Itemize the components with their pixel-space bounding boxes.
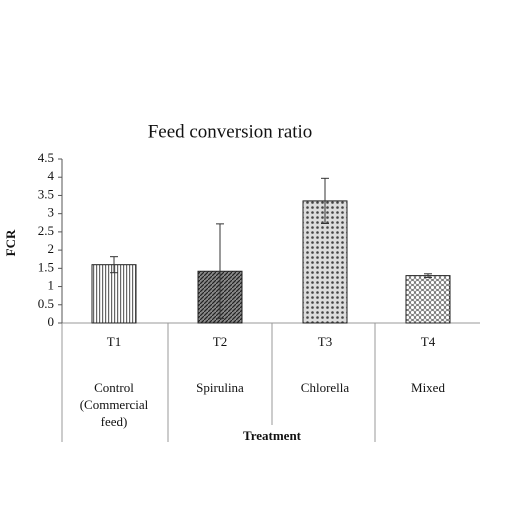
x-tick-label: T4 <box>421 334 436 349</box>
x-axis-label: Treatment <box>243 428 302 443</box>
error-bar <box>110 256 118 274</box>
y-tick-label: 0.5 <box>38 296 54 311</box>
y-tick-label: 4.5 <box>38 150 54 165</box>
category-group-label: Control (Commercial feed) <box>79 380 149 429</box>
bar <box>405 275 451 324</box>
y-tick-label: 3.5 <box>38 186 54 201</box>
x-tick-label: T1 <box>107 334 121 349</box>
category-group-label: Chlorella <box>300 380 350 395</box>
error-bar <box>321 177 329 225</box>
category-group-label: Spirulina <box>196 380 244 395</box>
y-tick-label: 4 <box>48 168 55 183</box>
y-tick-label: 2.5 <box>38 223 54 238</box>
error-bar <box>424 273 432 278</box>
y-tick-label: 1 <box>48 278 55 293</box>
category-group-label: Mixed <box>411 380 445 395</box>
bar <box>91 264 137 324</box>
x-tick-label: T3 <box>318 334 332 349</box>
error-bar <box>216 223 224 320</box>
y-axis-label: FCR <box>3 229 18 256</box>
y-tick-label: 0 <box>48 314 55 329</box>
y-tick-label: 3 <box>48 205 55 220</box>
chart-title: Feed conversion ratio <box>148 121 313 142</box>
y-tick-label: 2 <box>48 241 55 256</box>
y-tick-label: 1.5 <box>38 259 54 274</box>
x-tick-label: T2 <box>213 334 227 349</box>
